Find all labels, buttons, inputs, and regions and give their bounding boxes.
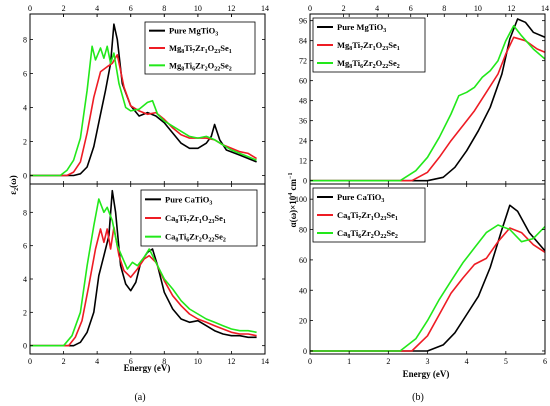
x-tick-label: 6 — [129, 357, 133, 366]
x-tick-label: 8 — [162, 357, 166, 366]
legend-label: Pure MgTiO3 — [169, 26, 218, 38]
top-axis-tick-label: 8 — [162, 4, 166, 13]
caption-a: (a) — [134, 392, 145, 403]
y-tick-label: 80 — [299, 226, 307, 235]
x-tick-label: 12 — [227, 357, 235, 366]
series-line-a_bottom-2 — [30, 198, 257, 347]
top-axis-tick-label: 8 — [442, 4, 446, 13]
x-tick-label: 14 — [261, 357, 269, 366]
y-tick-label: 0 — [303, 347, 307, 356]
top-axis-tick-label: 10 — [474, 4, 482, 13]
y-tick-label: 48 — [299, 97, 307, 106]
y-tick-label: 4 — [23, 275, 27, 284]
top-axis-tick-label: 0 — [28, 4, 32, 13]
top-axis-tick-label: 4 — [95, 4, 99, 13]
y-tick-label: 36 — [299, 117, 307, 126]
top-axis-tick-label: 12 — [227, 4, 235, 13]
x-tick-label: 0 — [308, 357, 312, 366]
legend-label: Mg8Ti6Zr2O22Se2 — [337, 58, 400, 70]
panel-a-bottom-chart: 0 2 4 6 8 10 12 14 0 2 4 6 8 Pure CaTiO3 Ca8Ti7Zr1O23S… — [23, 183, 269, 366]
panel-a-top-chart: 0 2 4 6 8 10 12 14 0 2 4 6 8 Pure MgTiO3 Mg8Ti7Zr1O23S… — [23, 4, 269, 185]
legend-label: Pure CaTiO3 — [337, 192, 384, 204]
series-line-a_top-0 — [30, 23, 257, 177]
caption-b: (b) — [412, 392, 424, 403]
y-tick-label: 60 — [299, 256, 307, 265]
y-tick-label: 60 — [299, 77, 307, 86]
y-tick-label: 8 — [23, 36, 27, 45]
top-axis-tick-label: 12 — [507, 4, 515, 13]
series-line-b_bottom-2 — [310, 224, 545, 352]
top-axis-tick-label: 6 — [409, 4, 413, 13]
x-tick-label: 5 — [504, 357, 508, 366]
x-tick-label: 10 — [194, 357, 202, 366]
panel-b-x-axis-label: Energy (eV) — [403, 369, 450, 379]
y-tick-label: 6 — [23, 70, 27, 79]
legend: Pure CaTiO3 Ca8Ti7Zr1O23Se1 Ca8Ti6Zr2O22Se… — [140, 189, 258, 247]
top-axis-tick-label: 14 — [541, 4, 549, 13]
series-line-b_top-0 — [310, 18, 545, 182]
legend: Pure CaTiO3 Ca8Ti7Zr1O23Se1 Ca8Ti6Zr2O22Se… — [312, 187, 426, 243]
y-tick-label: 6 — [23, 242, 27, 251]
y-tick-label: 20 — [299, 317, 307, 326]
y-tick-label: 84 — [299, 37, 307, 46]
y-tick-label: 0 — [303, 177, 307, 186]
y-tick-label: 100 — [295, 195, 307, 204]
top-axis-tick-label: 4 — [375, 4, 379, 13]
series-line-b_bottom-0 — [310, 204, 545, 352]
y-tick-label: 24 — [299, 137, 307, 146]
x-tick-label: 2 — [386, 357, 390, 366]
y-tick-label: 2 — [23, 308, 27, 317]
legend-label: Ca8Ti7Zr1O23Se1 — [165, 213, 226, 225]
legend: Pure MgTiO3 Mg8Ti7Zr1O23Se1 Mg8Ti6Zr2O22Se… — [312, 17, 426, 73]
panel-a-y-axis-label: ε2(ω) — [8, 175, 20, 194]
y-tick-label: 8 — [23, 208, 27, 217]
top-axis-tick-label: 10 — [194, 4, 202, 13]
series-line-b_top-1 — [310, 36, 545, 182]
x-tick-label: 0 — [28, 357, 32, 366]
legend-label: Ca8Ti7Zr1O23Se1 — [337, 210, 398, 222]
y-tick-label: 40 — [299, 286, 307, 295]
x-tick-label: 2 — [62, 357, 66, 366]
series-line-a_bottom-1 — [30, 226, 257, 347]
legend-label: Pure MgTiO3 — [337, 22, 386, 34]
x-tick-label: 3 — [426, 357, 430, 366]
x-tick-label: 4 — [95, 357, 99, 366]
panel-b-y-axis-label: α(ω)×104 cm−1 — [288, 173, 298, 228]
series-line-b_top-2 — [310, 24, 545, 182]
x-tick-label: 1 — [347, 357, 351, 366]
plot-frame — [29, 183, 266, 355]
legend-label: Mg8Ti7Zr1O23Se1 — [169, 43, 232, 55]
legend-label: Pure CaTiO3 — [165, 194, 212, 206]
top-axis-tick-label: 14 — [261, 4, 269, 13]
y-tick-label: 72 — [299, 57, 307, 66]
top-axis-tick-label: 0 — [308, 4, 312, 13]
panel-a-x-axis-label: Energy (eV) — [124, 363, 171, 373]
legend-label: Mg8Ti7Zr1O23Se1 — [337, 40, 400, 52]
y-tick-label: 0 — [23, 342, 27, 351]
y-tick-label: 0 — [23, 172, 27, 181]
x-tick-label: 4 — [465, 357, 469, 366]
top-axis-tick-label: 6 — [129, 4, 133, 13]
legend-label: Ca8Ti6Zr2O22Se2 — [337, 228, 398, 240]
legend: Pure MgTiO3 Mg8Ti7Zr1O23Se1 Mg8Ti6Zr2O22Se… — [144, 21, 256, 75]
y-tick-label: 2 — [23, 138, 27, 147]
top-axis-tick-label: 2 — [62, 4, 66, 13]
y-tick-label: 12 — [299, 157, 307, 166]
x-tick-label: 6 — [543, 357, 547, 366]
series-line-a_top-2 — [30, 45, 257, 177]
legend-label: Mg8Ti6Zr2O22Se2 — [169, 60, 232, 72]
y-tick-label: 4 — [23, 104, 27, 113]
y-tick-label: 96 — [299, 17, 307, 26]
series-line-b_bottom-1 — [310, 227, 545, 352]
legend-label: Ca8Ti6Zr2O22Se2 — [165, 232, 226, 244]
top-axis-tick-label: 2 — [342, 4, 346, 13]
